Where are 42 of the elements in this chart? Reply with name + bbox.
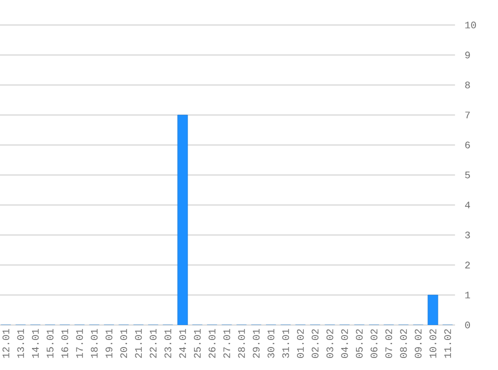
x-tick-label: 22.01 xyxy=(150,329,157,358)
x-tick-label: 05.02 xyxy=(356,329,363,358)
x-tick-label: 04.02 xyxy=(341,329,348,358)
x-tick-label: 02.02 xyxy=(312,329,319,358)
x-tick-label: 11.02 xyxy=(444,329,452,358)
x-tick-label: 15.01 xyxy=(46,329,54,358)
x-tick-label: 27.01 xyxy=(223,329,230,358)
y-tick-label: 9 xyxy=(465,52,470,58)
x-tick-label: 20.01 xyxy=(120,329,128,358)
x-tick-label: 06.02 xyxy=(370,329,378,358)
x-tick-label: 26.01 xyxy=(208,329,216,358)
y-tick-label: 6 xyxy=(465,142,470,148)
y-tick-label: 1 xyxy=(465,292,470,298)
y-tick-label: 8 xyxy=(465,82,470,88)
y-tick-label: 10 xyxy=(465,22,476,28)
x-tick-label: 12.01 xyxy=(2,329,10,358)
x-tick-label: 18.01 xyxy=(90,329,98,358)
y-tick-label: 7 xyxy=(465,112,470,118)
y-tick-label: 3 xyxy=(465,232,470,238)
y-tick-label: 2 xyxy=(465,262,470,268)
x-tick-label: 08.02 xyxy=(400,329,407,358)
x-tick-label: 25.01 xyxy=(194,329,201,358)
x-tick-label: 23.01 xyxy=(164,329,172,358)
x-tick-label: 09.02 xyxy=(414,329,422,358)
y-tick-label: 4 xyxy=(465,202,470,208)
x-tick-label: 21.01 xyxy=(135,329,142,358)
x-tick-label: 03.02 xyxy=(326,329,334,358)
x-tick-label: 16.01 xyxy=(61,329,68,358)
x-tick-label: 13.01 xyxy=(17,329,24,358)
x-tick-label: 19.01 xyxy=(106,329,112,358)
x-tick-label: 14.01 xyxy=(32,329,39,358)
x-tick-label: 10.02 xyxy=(430,329,436,358)
x-tick-label: 31.01 xyxy=(282,329,290,358)
y-tick-label: 0 xyxy=(465,322,470,328)
x-tick-label: 24.01 xyxy=(179,329,186,358)
x-tick-label: 17.01 xyxy=(76,329,83,358)
x-tick-label: 01.02 xyxy=(296,329,304,358)
x-tick-label: 07.02 xyxy=(385,329,392,358)
y-tick-label: 5 xyxy=(465,172,470,178)
x-tick-label: 28.01 xyxy=(238,329,245,358)
x-tick-label: 29.01 xyxy=(252,329,260,358)
x-tick-label: 30.01 xyxy=(268,329,274,358)
